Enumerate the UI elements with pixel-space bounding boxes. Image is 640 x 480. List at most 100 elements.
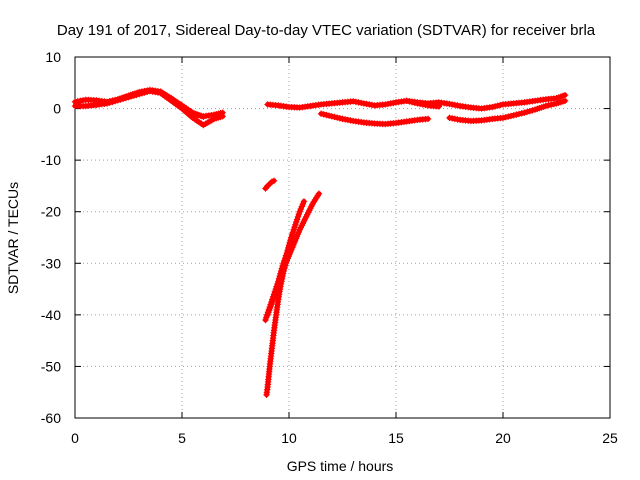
data-point [344, 116, 352, 124]
data-point [451, 101, 459, 109]
y-axis-label: SDTVAR / TECUs [5, 182, 21, 294]
data-point [363, 100, 370, 108]
data-point [502, 114, 509, 121]
data-point [315, 190, 323, 197]
data-point [518, 110, 525, 117]
data-point [489, 103, 496, 111]
data-series-arc-5 [317, 110, 432, 128]
x-axis-label: GPS time / hours [287, 458, 394, 474]
data-point [424, 115, 432, 123]
data-point [111, 96, 119, 104]
data-point [448, 115, 456, 122]
data-point [513, 111, 520, 118]
data-point [561, 97, 569, 105]
data-point [189, 110, 196, 117]
data-point [192, 111, 199, 118]
data-point [350, 98, 357, 105]
y-tick-label: -60 [41, 410, 61, 426]
data-point [545, 102, 552, 109]
data-point [347, 117, 354, 124]
data-series-arc-8 [262, 177, 278, 192]
axis-ticks: 0 5 10 15 20 25 10 0 -10 -20 -30 -40 -50 -60 [41, 49, 618, 446]
data-point [505, 113, 512, 120]
data-point [317, 110, 325, 117]
data-series-arc-6 [403, 91, 569, 112]
data-point [448, 101, 456, 108]
data-point [219, 109, 226, 116]
y-tick-label: -50 [41, 358, 61, 374]
data-series-arc-3 [189, 109, 226, 120]
data-point [384, 100, 392, 108]
data-point [109, 97, 116, 104]
data-point [328, 113, 335, 120]
data-point [550, 100, 558, 108]
data-point [358, 99, 365, 107]
data-point [71, 98, 79, 106]
y-tick-label: 0 [53, 101, 61, 117]
data-point [382, 101, 389, 108]
data-point [141, 87, 148, 95]
data-point [197, 112, 204, 119]
data-point [510, 112, 517, 119]
x-tick-label: 20 [495, 430, 511, 446]
data-point [138, 88, 146, 95]
data-point [515, 110, 523, 118]
data-series [71, 86, 569, 398]
x-tick-label: 25 [602, 430, 618, 446]
data-point [529, 107, 536, 114]
y-tick-label: -30 [41, 255, 61, 271]
data-series-arc-7 [446, 97, 569, 125]
data-point [366, 101, 373, 108]
data-point [194, 111, 202, 119]
data-point [352, 98, 360, 106]
data-point [446, 100, 453, 108]
data-point [507, 112, 515, 120]
y-tick-label: -20 [41, 204, 61, 220]
data-point [331, 113, 338, 121]
y-tick-label: -10 [41, 152, 61, 168]
x-tick-label: 0 [71, 430, 79, 446]
data-point [494, 102, 501, 109]
data-point [325, 112, 333, 119]
y-tick-label: 10 [45, 49, 61, 65]
x-tick-label: 10 [281, 430, 297, 446]
data-point [521, 109, 528, 116]
data-point [339, 115, 346, 123]
data-point [79, 97, 87, 104]
data-point [320, 111, 327, 118]
data-point [454, 102, 461, 109]
data-point [300, 198, 308, 205]
data-point [454, 116, 461, 123]
data-point [542, 102, 549, 110]
data-point [336, 115, 344, 122]
data-point [497, 101, 504, 109]
data-point [368, 101, 376, 109]
data-point [526, 107, 533, 115]
data-series-arc-11 [264, 190, 323, 319]
plot-frame [74, 56, 611, 419]
data-point [561, 91, 569, 99]
data-point [390, 99, 397, 107]
data-point [74, 98, 81, 105]
x-tick-label: 5 [178, 430, 186, 446]
data-point [144, 87, 151, 94]
data-point [270, 177, 278, 184]
data-point [387, 100, 394, 107]
data-point [491, 103, 499, 110]
data-point [77, 97, 84, 105]
data-point [341, 116, 349, 123]
x-tick-label: 15 [388, 430, 404, 446]
y-tick-label: -40 [41, 307, 61, 323]
data-point [499, 114, 507, 122]
chart-title: Day 191 of 2017, Sidereal Day-to-day VTE… [57, 22, 596, 39]
data-point [547, 101, 555, 108]
data-point [523, 108, 531, 116]
data-point [323, 111, 330, 119]
data-point [446, 114, 453, 122]
data-point [103, 98, 111, 106]
data-point [333, 114, 341, 121]
data-point [106, 98, 113, 105]
data-point [451, 115, 459, 123]
